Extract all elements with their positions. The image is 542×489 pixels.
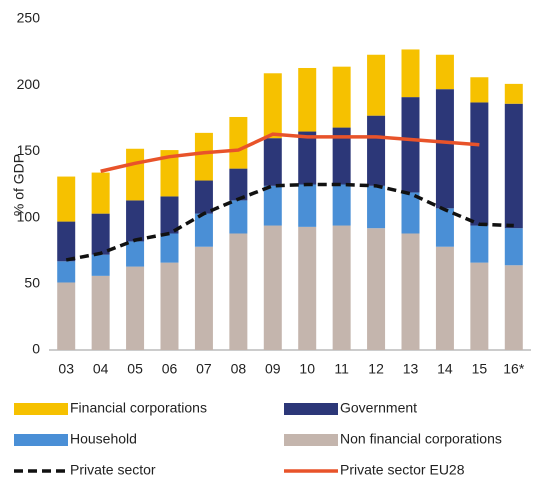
legend-label: Private sector EU28 — [340, 462, 465, 478]
bar-segment — [194, 132, 213, 181]
legend-swatch — [284, 403, 338, 415]
x-tick-label: 03 — [58, 361, 74, 377]
bar-segment — [194, 246, 213, 350]
legend-label: Government — [340, 400, 417, 416]
y-tick-label: 250 — [17, 10, 41, 26]
bar-segment — [435, 54, 454, 90]
bar-segment — [298, 226, 317, 350]
x-tick-label: 04 — [93, 361, 109, 377]
bar-segment — [401, 49, 420, 98]
line-series — [100, 132, 480, 173]
bar-segment — [332, 127, 351, 185]
y-tick-label: 150 — [17, 142, 41, 158]
x-tick-label: 09 — [265, 361, 281, 377]
x-tick-label: 11 — [334, 361, 349, 377]
bar-segment — [504, 265, 523, 350]
bar-segment — [332, 225, 351, 350]
bar-segment — [57, 282, 76, 350]
bar-segment — [91, 275, 110, 350]
bar-segment — [332, 66, 351, 128]
bar-segment — [298, 131, 317, 185]
line-series — [65, 182, 514, 262]
bar-segment — [126, 148, 145, 201]
bar-segment — [91, 254, 110, 276]
legend-swatch — [14, 403, 68, 415]
legend-label: Non financial corporations — [340, 431, 502, 447]
bar-segment — [263, 225, 282, 350]
y-tick-label: 50 — [24, 275, 40, 291]
bar-segment — [470, 262, 489, 350]
x-tick-label: 08 — [231, 361, 247, 377]
bar-segment — [367, 115, 386, 186]
legend-swatch — [14, 434, 68, 446]
bar-segment — [504, 103, 523, 229]
bar-segment — [229, 168, 248, 201]
x-tick-label: 10 — [299, 361, 315, 377]
x-tick-label: 07 — [196, 361, 212, 377]
bar-segment — [194, 180, 213, 214]
bar-segment — [470, 225, 489, 263]
bar-segment — [91, 172, 110, 214]
legend-label: Household — [70, 431, 137, 447]
bar-segment — [332, 184, 351, 226]
bar-segment — [298, 67, 317, 132]
bar-segment — [229, 116, 248, 169]
bar-segment — [470, 77, 489, 103]
bar-segment — [160, 262, 179, 350]
bar-segment — [57, 261, 76, 283]
y-tick-label: 0 — [32, 341, 40, 357]
bar-segment — [126, 200, 145, 242]
y-axis-label: % of GDP — [11, 154, 27, 216]
x-tick-label: 15 — [472, 361, 488, 377]
bar-segment — [57, 221, 76, 262]
x-tick-label: 14 — [437, 361, 453, 377]
bar-segment — [367, 228, 386, 350]
bar-segment — [57, 176, 76, 222]
bar-segment — [194, 213, 213, 247]
bar-segment — [401, 192, 420, 234]
bar-segment — [504, 83, 523, 104]
x-tick-label: 16* — [503, 361, 525, 377]
x-tick-label: 06 — [162, 361, 178, 377]
bar-segment — [435, 246, 454, 350]
x-tick-label: 05 — [127, 361, 143, 377]
y-tick-label: 200 — [17, 76, 41, 92]
legend-swatch — [284, 434, 338, 446]
bar-segment — [470, 102, 489, 226]
bar-segment — [401, 233, 420, 350]
legend-label: Financial corporations — [70, 400, 207, 416]
bar-segment — [263, 138, 282, 186]
bar-segment — [160, 196, 179, 234]
bar-segment — [401, 97, 420, 193]
bar-segment — [367, 185, 386, 229]
x-tick-label: 12 — [368, 361, 384, 377]
x-tick-label: 13 — [403, 361, 419, 377]
bar-segment — [435, 89, 454, 209]
bar-segment — [298, 184, 317, 227]
bar-segment — [91, 213, 110, 255]
bar-segment — [126, 266, 145, 350]
bar-segment — [263, 73, 282, 139]
bar-segment — [435, 208, 454, 247]
bar-segment — [160, 233, 179, 263]
bar-segment — [504, 228, 523, 266]
bar-segment — [160, 150, 179, 197]
y-tick-label: 100 — [17, 208, 41, 224]
bar-segment — [229, 200, 248, 234]
bar-segment — [367, 54, 386, 116]
legend-label: Private sector — [70, 462, 156, 478]
bar-segment — [229, 233, 248, 350]
bar-segment — [263, 185, 282, 226]
bar-segment — [126, 241, 145, 267]
